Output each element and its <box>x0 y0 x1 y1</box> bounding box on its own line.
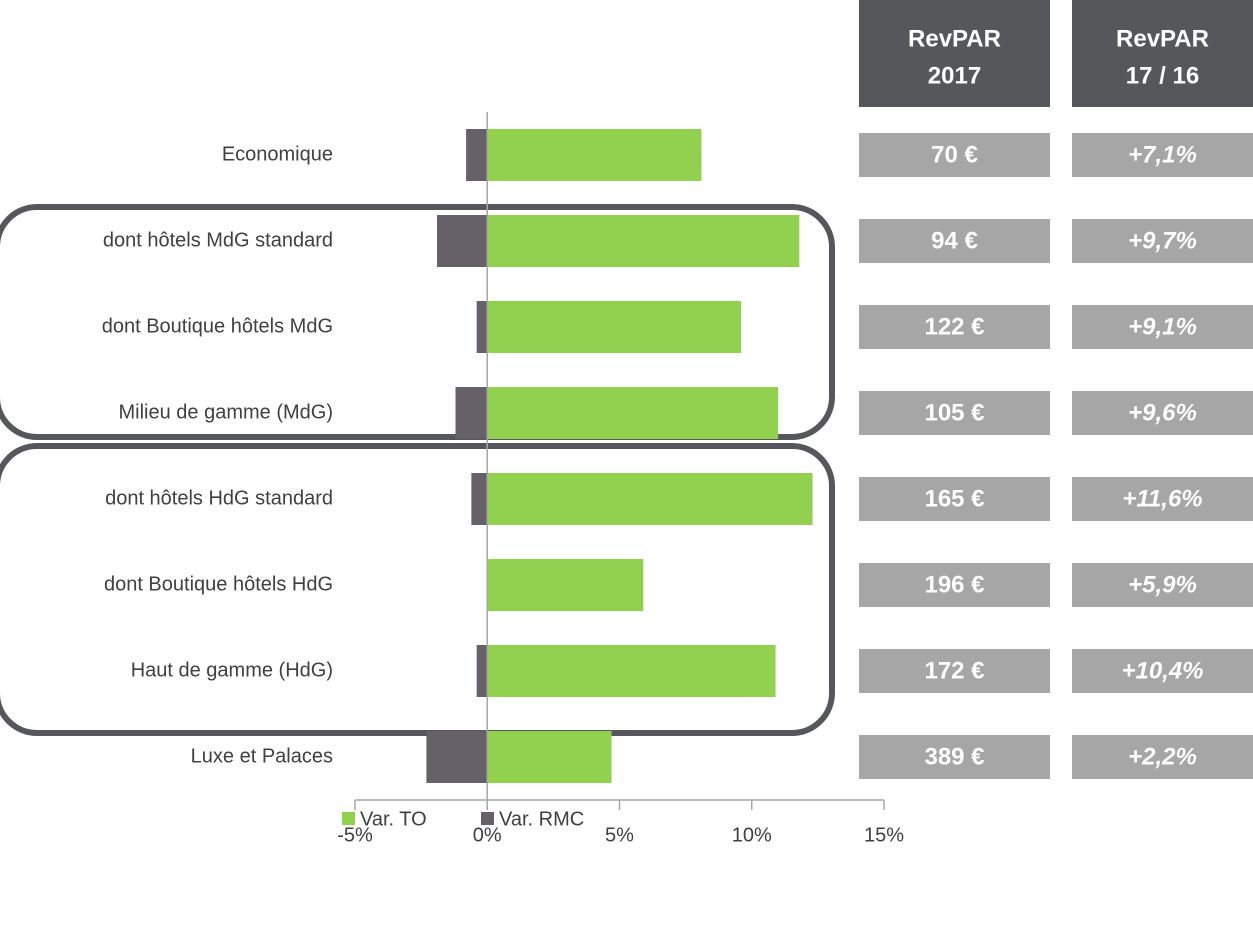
cell-text: 389 € <box>924 743 984 770</box>
bar <box>487 215 800 267</box>
x-tick-label: 15% <box>864 824 904 846</box>
bar <box>455 387 488 439</box>
legend-swatch <box>342 812 355 825</box>
cell-text: +9,7% <box>1128 227 1197 254</box>
table-cell <box>1072 735 1253 779</box>
legend-label: Var. TO <box>360 808 427 830</box>
bar <box>426 731 488 783</box>
cell-text: 172 € <box>924 657 984 684</box>
cell-text: +7,1% <box>1128 141 1197 168</box>
table-cell <box>859 477 1050 521</box>
bar <box>436 215 488 267</box>
category-label: Economique <box>222 143 333 165</box>
cell-text: 70 € <box>931 141 978 168</box>
bar <box>487 301 742 353</box>
bar <box>476 301 488 353</box>
cell-text: +2,2% <box>1128 743 1197 770</box>
group-frame <box>0 204 835 440</box>
table-cell <box>859 219 1050 263</box>
category-label: dont hôtels HdG standard <box>105 487 333 509</box>
group-frame <box>0 443 835 736</box>
category-label: Milieu de gamme (MdG) <box>118 401 333 423</box>
bar <box>466 129 488 181</box>
x-tick-label: 10% <box>732 824 772 846</box>
cell-text: +9,1% <box>1128 313 1197 340</box>
cell-text: +9,6% <box>1128 399 1197 426</box>
header-cell <box>859 0 1050 107</box>
table-cell <box>1072 219 1253 263</box>
table-cell <box>1072 391 1253 435</box>
bar <box>487 559 644 611</box>
cell-text: 196 € <box>924 571 984 598</box>
category-label: dont Boutique hôtels MdG <box>102 315 333 337</box>
x-tick-label: 0% <box>473 824 502 846</box>
header-text: RevPAR <box>908 25 1001 52</box>
table-cell <box>859 391 1050 435</box>
table-cell <box>859 133 1050 177</box>
header-text: RevPAR <box>1116 25 1209 52</box>
category-label: Haut de gamme (HdG) <box>131 659 333 681</box>
cell-text: 122 € <box>924 313 984 340</box>
bar <box>487 731 612 783</box>
table-cell <box>1072 649 1253 693</box>
cell-text: 105 € <box>924 399 984 426</box>
bar <box>487 129 702 181</box>
category-label: dont hôtels MdG standard <box>103 229 333 251</box>
legend-label: Var. RMC <box>499 808 584 830</box>
cell-text: +11,6% <box>1122 485 1202 512</box>
table-cell <box>859 305 1050 349</box>
x-tick-label: 5% <box>605 824 634 846</box>
cell-text: 94 € <box>931 227 978 254</box>
bar <box>487 473 813 525</box>
table-cell <box>1072 477 1253 521</box>
category-label: Luxe et Palaces <box>191 745 333 767</box>
legend-swatch <box>481 812 494 825</box>
category-label: dont Boutique hôtels HdG <box>104 573 333 595</box>
table-cell <box>859 735 1050 779</box>
cell-text: 165 € <box>924 485 984 512</box>
cell-text: +5,9% <box>1128 571 1197 598</box>
header-text: 2017 <box>928 62 981 89</box>
bar <box>476 645 488 697</box>
x-tick-label: -5% <box>337 824 373 846</box>
bar <box>487 387 779 439</box>
header-cell <box>1072 0 1253 107</box>
table-cell <box>1072 305 1253 349</box>
table-cell <box>859 563 1050 607</box>
table-cell <box>859 649 1050 693</box>
bar <box>471 473 488 525</box>
bar <box>487 645 776 697</box>
table-cell <box>1072 563 1253 607</box>
table-cell <box>1072 133 1253 177</box>
header-text: 17 / 16 <box>1126 62 1199 89</box>
cell-text: +10,4% <box>1121 657 1203 684</box>
